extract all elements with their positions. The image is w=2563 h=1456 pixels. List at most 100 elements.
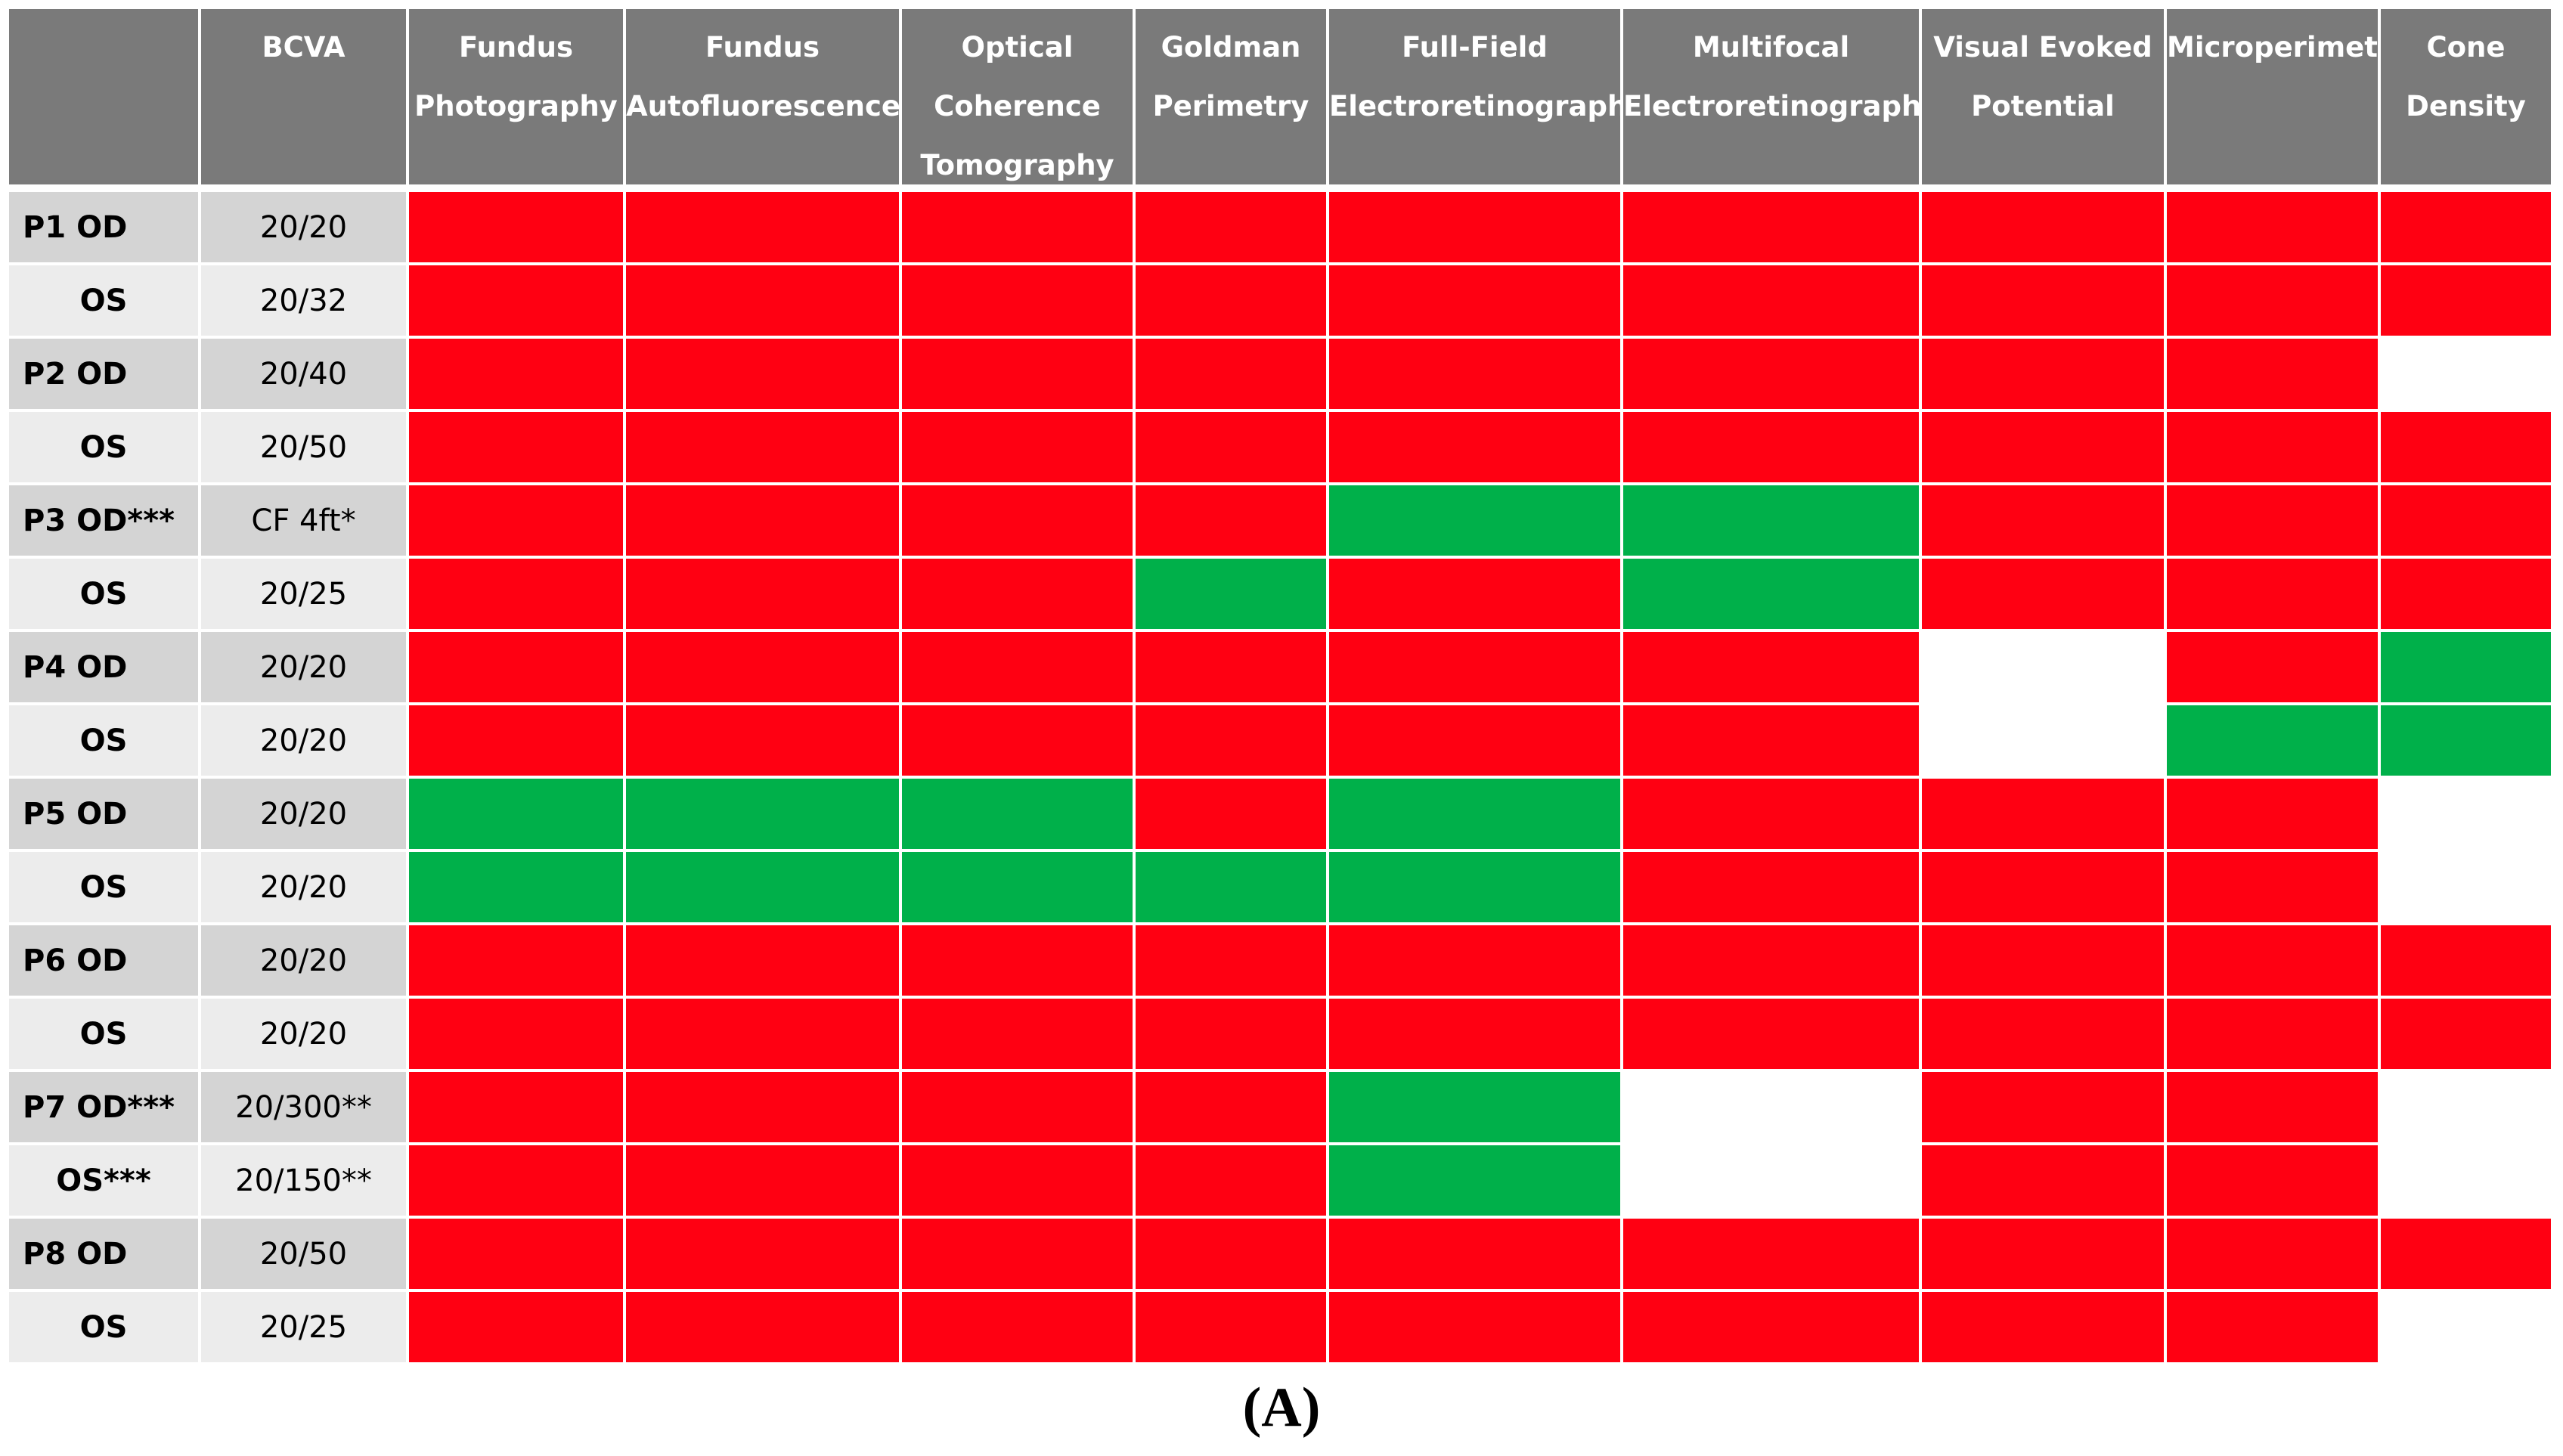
header-label: Potential — [1971, 90, 2115, 122]
status-cell-green — [626, 779, 899, 849]
header-label: Goldman — [1161, 31, 1301, 64]
status-cell-red — [1922, 412, 2164, 482]
status-cell-green — [902, 852, 1133, 922]
header-corner — [9, 9, 198, 184]
status-cell-red — [902, 705, 1133, 776]
header-label: Full-Field — [1402, 31, 1548, 64]
bcva-value: 20/20 — [201, 705, 406, 776]
status-cell-red — [1136, 1292, 1326, 1362]
status-cell-red — [626, 999, 899, 1069]
status-cell-red — [626, 485, 899, 556]
header-column: Full-Field Electroretinography — [1329, 9, 1646, 184]
status-cell-red — [1136, 339, 1326, 409]
status-cell-red — [626, 559, 899, 629]
status-cell-red — [902, 485, 1133, 556]
status-cell-green — [1329, 1145, 1620, 1216]
status-cell-red — [2381, 999, 2551, 1069]
status-cell-red — [409, 1145, 623, 1216]
status-cell-red — [409, 1072, 623, 1142]
header-label: Fundus — [459, 31, 573, 64]
status-cell-red — [1329, 192, 1620, 262]
status-cell-red — [2167, 632, 2378, 702]
status-cell-red — [1623, 1292, 1919, 1362]
header-column: Optical Coherence Tomography — [902, 9, 1133, 184]
bcva-value: 20/40 — [201, 339, 406, 409]
header-column: Goldman Perimetry — [1136, 9, 1326, 184]
status-cell-red — [2167, 1292, 2378, 1362]
figure-caption: (A) — [0, 1376, 2563, 1440]
status-cell-red — [2381, 412, 2551, 482]
header-bcva: BCVA — [201, 9, 406, 184]
status-cell-red — [1136, 925, 1326, 996]
status-cell-red — [1623, 999, 1919, 1069]
header-label: Optical — [961, 31, 1074, 64]
status-cell-red — [1922, 192, 2164, 262]
status-cell-green — [1329, 779, 1620, 849]
header-column: Fundus Photography — [409, 9, 623, 184]
status-cell-red — [626, 1145, 899, 1216]
status-cell-green — [902, 779, 1133, 849]
status-cell-red — [2167, 999, 2378, 1069]
status-cell-red — [626, 925, 899, 996]
header-column: Multifocal Electroretinography — [1623, 9, 1940, 184]
status-cell-red — [1329, 999, 1620, 1069]
header-label: Electroretinography — [1329, 90, 1646, 122]
row-label: P2 OD — [9, 339, 198, 409]
status-cell-red — [1329, 1219, 1620, 1289]
status-cell-green — [2381, 705, 2551, 776]
status-cell-red — [2167, 925, 2378, 996]
status-cell-green — [1136, 852, 1326, 922]
status-cell-red — [1922, 485, 2164, 556]
status-cell-green — [409, 779, 623, 849]
status-cell-red — [1329, 632, 1620, 702]
status-cell-red — [409, 999, 623, 1069]
row-label: P4 OD — [9, 632, 198, 702]
bcva-value: 20/20 — [201, 852, 406, 922]
status-cell-red — [2381, 192, 2551, 262]
status-cell-green — [1623, 485, 1919, 556]
header-label: BCVA — [262, 31, 346, 64]
status-cell-red — [1136, 1145, 1326, 1216]
header-label: Electroretinography — [1623, 90, 1940, 122]
status-cell-red — [2381, 1219, 2551, 1289]
header-label: Density — [2406, 90, 2526, 122]
status-cell-red — [902, 265, 1133, 336]
status-cell-red — [626, 412, 899, 482]
status-cell-green — [2167, 705, 2378, 776]
row-label: OS — [9, 1292, 198, 1362]
header-label: Multifocal — [1692, 31, 1850, 64]
bcva-value: 20/20 — [201, 999, 406, 1069]
status-cell-red — [902, 1292, 1133, 1362]
status-cell-green — [409, 852, 623, 922]
status-cell-red — [2381, 265, 2551, 336]
header-label: Microperimetry — [2167, 31, 2410, 64]
status-cell-red — [1922, 1072, 2164, 1142]
status-cell-red — [2167, 1145, 2378, 1216]
status-cell-red — [1136, 705, 1326, 776]
header-label: Cone — [2426, 31, 2506, 64]
bcva-value: 20/20 — [201, 779, 406, 849]
header-column: Visual Evoked Potential — [1922, 9, 2164, 184]
status-cell-red — [902, 632, 1133, 702]
status-cell-red — [1136, 192, 1326, 262]
status-cell-red — [626, 265, 899, 336]
status-cell-red — [1623, 1219, 1919, 1289]
status-cell-red — [1329, 559, 1620, 629]
status-cell-red — [1623, 705, 1919, 776]
header-label: Tomography — [920, 149, 1114, 181]
status-cell-red — [626, 1219, 899, 1289]
status-cell-blank — [2381, 852, 2551, 922]
row-label: OS — [9, 705, 198, 776]
status-cell-red — [902, 192, 1133, 262]
status-cell-red — [1623, 925, 1919, 996]
status-cell-red — [409, 412, 623, 482]
status-cell-blank — [2381, 1145, 2551, 1216]
header-label: Autofluorescence — [626, 90, 901, 122]
header-column: Microperimetry — [2167, 9, 2410, 184]
bcva-value: 20/20 — [201, 632, 406, 702]
status-cell-red — [1623, 852, 1919, 922]
status-cell-red — [1623, 412, 1919, 482]
row-label: OS — [9, 265, 198, 336]
status-cell-red — [1136, 1072, 1326, 1142]
